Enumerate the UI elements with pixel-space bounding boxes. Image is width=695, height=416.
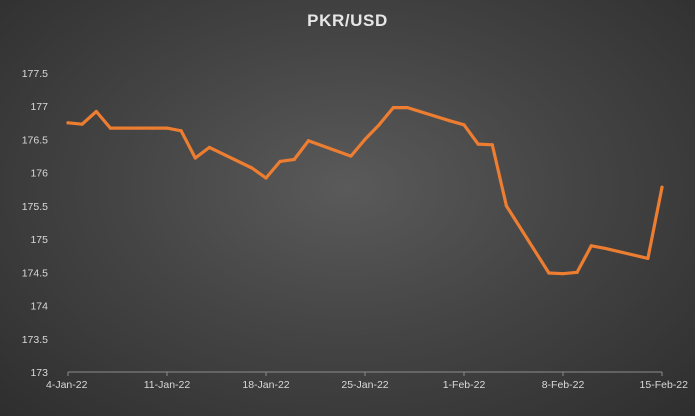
data-point <box>66 121 70 125</box>
data-point <box>264 176 268 180</box>
x-tick-label: 11-Jan-22 <box>144 379 191 391</box>
y-tick-label: 177 <box>30 101 48 113</box>
data-point <box>108 126 113 130</box>
series-layer <box>66 105 664 276</box>
data-point <box>660 185 664 189</box>
data-point <box>94 109 98 114</box>
data-point <box>462 123 466 127</box>
x-tick-label: 25-Jan-22 <box>341 379 388 391</box>
data-point <box>80 122 84 126</box>
data-point <box>151 126 155 130</box>
data-point <box>547 271 551 275</box>
y-tick-label: 174.5 <box>22 267 48 279</box>
data-point <box>575 270 579 274</box>
x-tick-label: 15-Feb-22 <box>640 379 689 391</box>
data-point <box>179 129 183 133</box>
y-axis: 173 173.5 174 174.5 175 175.5 176 176.5 177 177.5 <box>22 68 48 379</box>
data-point <box>504 204 509 208</box>
data-point <box>646 256 650 260</box>
data-point <box>306 139 311 143</box>
y-tick-label: 175.5 <box>22 201 48 213</box>
data-point <box>377 123 381 127</box>
y-tick-label: 175 <box>30 234 48 246</box>
series-line <box>66 105 664 276</box>
y-tick-label: 176.5 <box>22 134 48 146</box>
x-tick-label: 8-Feb-22 <box>542 379 585 391</box>
x-tick-label: 18-Jan-22 <box>242 379 289 391</box>
data-point <box>278 159 282 163</box>
data-point <box>250 166 254 170</box>
x-tick-label: 4-Jan-22 <box>46 379 88 391</box>
y-tick-label: 174 <box>30 301 48 313</box>
data-point <box>391 105 395 110</box>
data-point <box>165 126 169 130</box>
data-point <box>561 272 565 276</box>
data-point <box>193 156 197 160</box>
data-point <box>292 157 296 161</box>
y-tick-label: 173 <box>30 367 48 379</box>
chart-title: PKR/USD <box>307 11 388 30</box>
data-point <box>589 244 593 248</box>
data-point <box>476 142 480 146</box>
y-tick-label: 173.5 <box>22 334 48 346</box>
x-axis: 4-Jan-22 11-Jan-22 18-Jan-22 25-Jan-22 1-Feb… <box>46 372 688 391</box>
data-point <box>207 145 212 150</box>
data-point <box>405 105 410 110</box>
data-point <box>349 154 353 158</box>
y-tick-label: 176 <box>30 168 48 180</box>
data-point <box>490 143 494 147</box>
x-tick-label: 1-Feb-22 <box>443 379 486 391</box>
data-point <box>448 119 452 123</box>
data-point <box>603 246 608 251</box>
y-tick-label: 177.5 <box>22 68 48 80</box>
data-point <box>363 137 367 142</box>
